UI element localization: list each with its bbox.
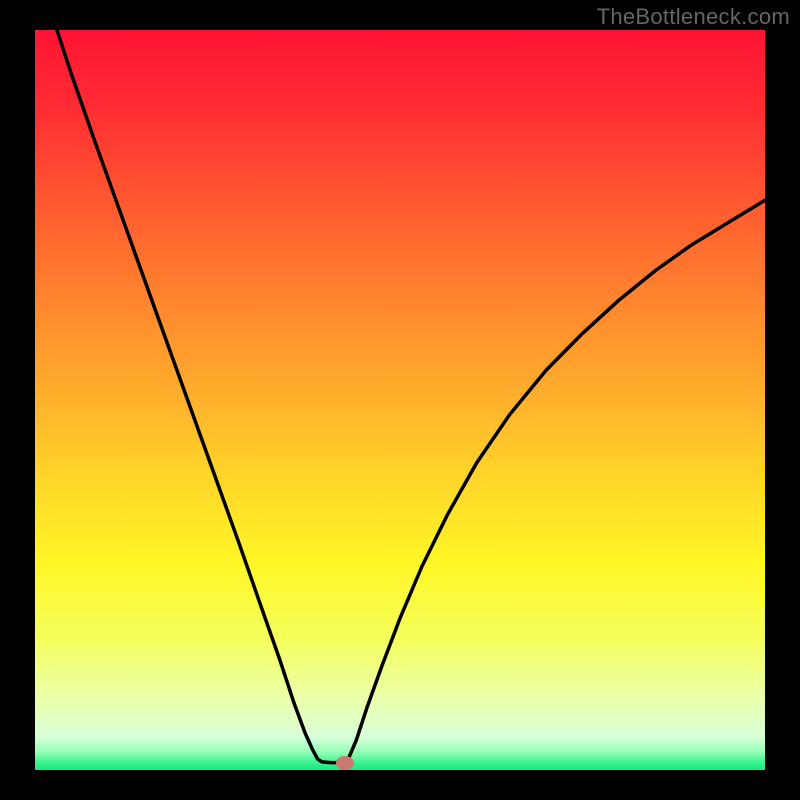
- chart-area: [35, 30, 765, 770]
- watermark-text: TheBottleneck.com: [597, 4, 790, 30]
- bottleneck-curve: [35, 30, 765, 770]
- optimal-point-marker: [336, 756, 354, 770]
